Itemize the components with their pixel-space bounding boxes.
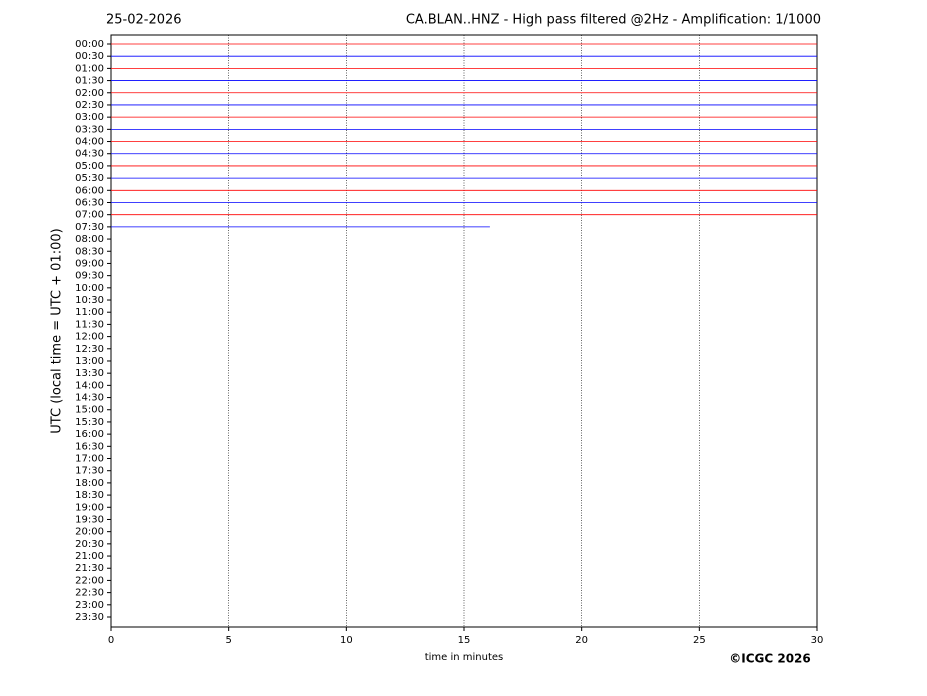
y-tick-label: 12:30 bbox=[75, 344, 104, 355]
y-tick-label: 16:00 bbox=[75, 429, 104, 440]
y-tick-label: 20:00 bbox=[75, 527, 104, 538]
y-axis-label: UTC (local time = UTC + 01:00) bbox=[50, 228, 65, 433]
y-tick-label: 04:30 bbox=[75, 149, 104, 160]
y-tick-label: 18:30 bbox=[75, 490, 104, 501]
chart-date: 25-02-2026 bbox=[106, 13, 182, 28]
y-tick-label: 00:00 bbox=[75, 39, 104, 50]
y-tick-label: 23:00 bbox=[75, 600, 104, 611]
y-tick-label: 13:00 bbox=[75, 356, 104, 367]
y-tick-label: 21:00 bbox=[75, 551, 104, 562]
y-tick-label: 00:30 bbox=[75, 51, 104, 62]
y-tick-label: 02:30 bbox=[75, 100, 104, 111]
x-tick-label: 20 bbox=[575, 635, 588, 646]
y-tick-label: 17:00 bbox=[75, 454, 104, 465]
y-tick-label: 06:30 bbox=[75, 197, 104, 208]
y-tick-label: 09:00 bbox=[75, 258, 104, 269]
y-tick-label: 03:00 bbox=[75, 112, 104, 123]
y-tick-label: 05:30 bbox=[75, 173, 104, 184]
y-tick-label: 14:30 bbox=[75, 393, 104, 404]
x-axis-label: time in minutes bbox=[425, 652, 504, 663]
y-tick-label: 09:30 bbox=[75, 271, 104, 282]
y-tick-label: 12:00 bbox=[75, 332, 104, 343]
y-tick-label: 07:00 bbox=[75, 210, 104, 221]
y-tick-label: 23:30 bbox=[75, 612, 104, 623]
y-tick-label: 10:30 bbox=[75, 295, 104, 306]
y-tick-label: 15:00 bbox=[75, 405, 104, 416]
y-tick-label: 05:00 bbox=[75, 161, 104, 172]
y-tick-label: 01:30 bbox=[75, 76, 104, 87]
copyright: ©ICGC 2026 bbox=[729, 652, 811, 666]
x-tick-label: 0 bbox=[108, 635, 114, 646]
y-tick-label: 22:00 bbox=[75, 575, 104, 586]
x-tick-label: 10 bbox=[340, 635, 353, 646]
y-tick-label: 14:00 bbox=[75, 380, 104, 391]
y-tick-label: 06:00 bbox=[75, 185, 104, 196]
x-tick-label: 5 bbox=[225, 635, 231, 646]
y-tick-label: 17:30 bbox=[75, 466, 104, 477]
y-tick-label: 08:00 bbox=[75, 234, 104, 245]
y-tick-label: 19:30 bbox=[75, 514, 104, 525]
y-tick-label: 16:30 bbox=[75, 441, 104, 452]
x-tick-label: 15 bbox=[458, 635, 471, 646]
y-tick-label: 03:30 bbox=[75, 124, 104, 135]
y-tick-label: 18:00 bbox=[75, 478, 104, 489]
chart-title: CA.BLAN..HNZ - High pass filtered @2Hz -… bbox=[406, 13, 821, 28]
y-tick-label: 10:00 bbox=[75, 283, 104, 294]
y-tick-label: 08:30 bbox=[75, 246, 104, 257]
y-tick-label: 07:30 bbox=[75, 222, 104, 233]
y-tick-label: 19:00 bbox=[75, 502, 104, 513]
x-tick-label: 30 bbox=[811, 635, 824, 646]
y-tick-label: 04:00 bbox=[75, 137, 104, 148]
y-tick-label: 21:30 bbox=[75, 563, 104, 574]
y-tick-label: 13:30 bbox=[75, 368, 104, 379]
y-tick-label: 15:30 bbox=[75, 417, 104, 428]
y-tick-label: 11:30 bbox=[75, 319, 104, 330]
y-tick-label: 01:00 bbox=[75, 63, 104, 74]
x-tick-label: 25 bbox=[693, 635, 706, 646]
y-tick-label: 22:30 bbox=[75, 588, 104, 599]
y-tick-label: 20:30 bbox=[75, 539, 104, 550]
y-tick-label: 02:00 bbox=[75, 88, 104, 99]
y-tick-label: 11:00 bbox=[75, 307, 104, 318]
